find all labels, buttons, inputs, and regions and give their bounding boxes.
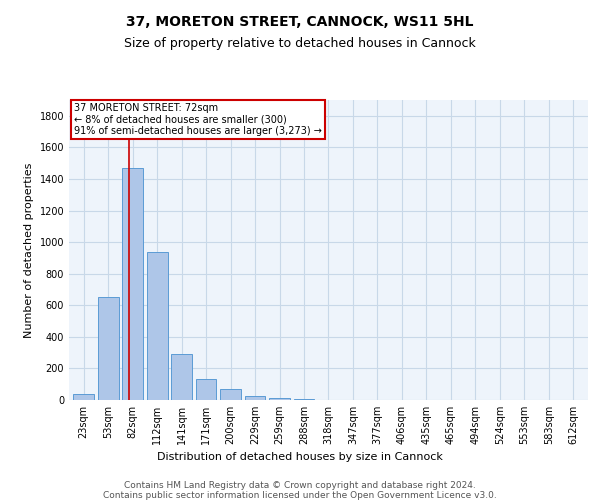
Y-axis label: Number of detached properties: Number of detached properties (24, 162, 34, 338)
Text: 37, MORETON STREET, CANNOCK, WS11 5HL: 37, MORETON STREET, CANNOCK, WS11 5HL (126, 15, 474, 29)
Bar (147, 252, 167, 400)
Bar (122, 168, 143, 400)
Text: Size of property relative to detached houses in Cannock: Size of property relative to detached ho… (124, 38, 476, 51)
Bar (196, 380, 217, 400)
Text: 37 MORETON STREET: 72sqm
← 8% of detached houses are smaller (300)
91% of semi-d: 37 MORETON STREET: 72sqm ← 8% of detache… (74, 103, 322, 136)
Text: Contains public sector information licensed under the Open Government Licence v3: Contains public sector information licen… (103, 491, 497, 500)
Bar (245, 396, 265, 400)
Bar (98, 298, 119, 400)
Bar (269, 398, 290, 400)
Text: Distribution of detached houses by size in Cannock: Distribution of detached houses by size … (157, 452, 443, 462)
Bar (293, 399, 314, 400)
Bar (171, 354, 192, 400)
Bar (220, 389, 241, 400)
Text: Contains HM Land Registry data © Crown copyright and database right 2024.: Contains HM Land Registry data © Crown c… (124, 481, 476, 490)
Bar (73, 394, 94, 400)
